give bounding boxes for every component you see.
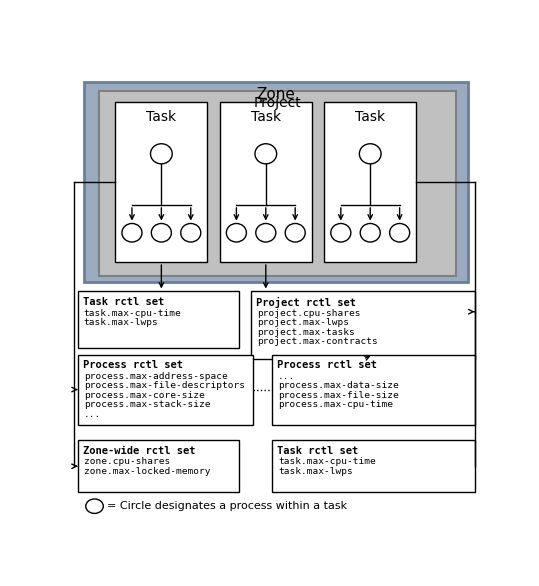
Text: = Circle designates a process within a task: = Circle designates a process within a t… [107, 501, 347, 511]
Text: process.max-address-space: process.max-address-space [84, 372, 227, 381]
Text: process.max-file-descriptors: process.max-file-descriptors [84, 381, 245, 390]
Text: Project: Project [253, 96, 301, 110]
Bar [78, 291, 239, 348]
Ellipse shape [360, 144, 381, 164]
Bar [324, 102, 416, 262]
Text: task.max-cpu-time: task.max-cpu-time [278, 458, 376, 466]
Ellipse shape [360, 223, 380, 242]
Text: ...: ... [278, 372, 295, 381]
Text: process.max-cpu-time: process.max-cpu-time [278, 400, 393, 409]
Text: project.max-contracts: project.max-contracts [257, 337, 378, 346]
Text: Task: Task [146, 110, 176, 124]
Text: Task: Task [355, 110, 385, 124]
Text: Process rctl set: Process rctl set [83, 360, 183, 370]
Bar [251, 291, 475, 359]
Text: Project rctl set: Project rctl set [256, 297, 356, 308]
Ellipse shape [331, 223, 351, 242]
Bar [78, 440, 239, 492]
Ellipse shape [181, 223, 201, 242]
Ellipse shape [86, 499, 103, 513]
Bar [272, 355, 475, 424]
Bar [99, 91, 456, 275]
Text: Task: Task [251, 110, 281, 124]
Text: Task rctl set: Task rctl set [277, 446, 358, 456]
Ellipse shape [151, 223, 171, 242]
Text: Task rctl set: Task rctl set [83, 297, 164, 307]
Bar [84, 81, 468, 282]
Text: project.max-lwps: project.max-lwps [257, 318, 349, 327]
Text: task.max-lwps: task.max-lwps [278, 467, 353, 476]
Ellipse shape [390, 223, 410, 242]
Text: project.cpu-shares: project.cpu-shares [257, 309, 361, 318]
Bar [272, 440, 475, 492]
Bar [220, 102, 312, 262]
Text: Process rctl set: Process rctl set [277, 360, 377, 370]
Ellipse shape [256, 223, 276, 242]
Text: task.max-cpu-time: task.max-cpu-time [84, 309, 182, 318]
Ellipse shape [150, 144, 172, 164]
Text: process.max-file-size: process.max-file-size [278, 391, 399, 400]
Text: zone.cpu-shares: zone.cpu-shares [84, 458, 170, 466]
Bar [115, 102, 208, 262]
Text: ...: ... [84, 410, 101, 418]
Ellipse shape [285, 223, 305, 242]
Text: task.max-lwps: task.max-lwps [84, 318, 158, 327]
Ellipse shape [226, 223, 246, 242]
Text: Zone: Zone [257, 87, 296, 102]
Ellipse shape [122, 223, 142, 242]
Text: Zone-wide rctl set: Zone-wide rctl set [83, 446, 195, 456]
Text: project.max-tasks: project.max-tasks [257, 328, 355, 336]
Text: zone.max-locked-memory: zone.max-locked-memory [84, 467, 210, 476]
Text: process.max-core-size: process.max-core-size [84, 391, 204, 400]
Text: process.max-data-size: process.max-data-size [278, 381, 399, 390]
Text: process.max-stack-size: process.max-stack-size [84, 400, 210, 409]
Ellipse shape [255, 144, 277, 164]
Bar [78, 355, 253, 424]
